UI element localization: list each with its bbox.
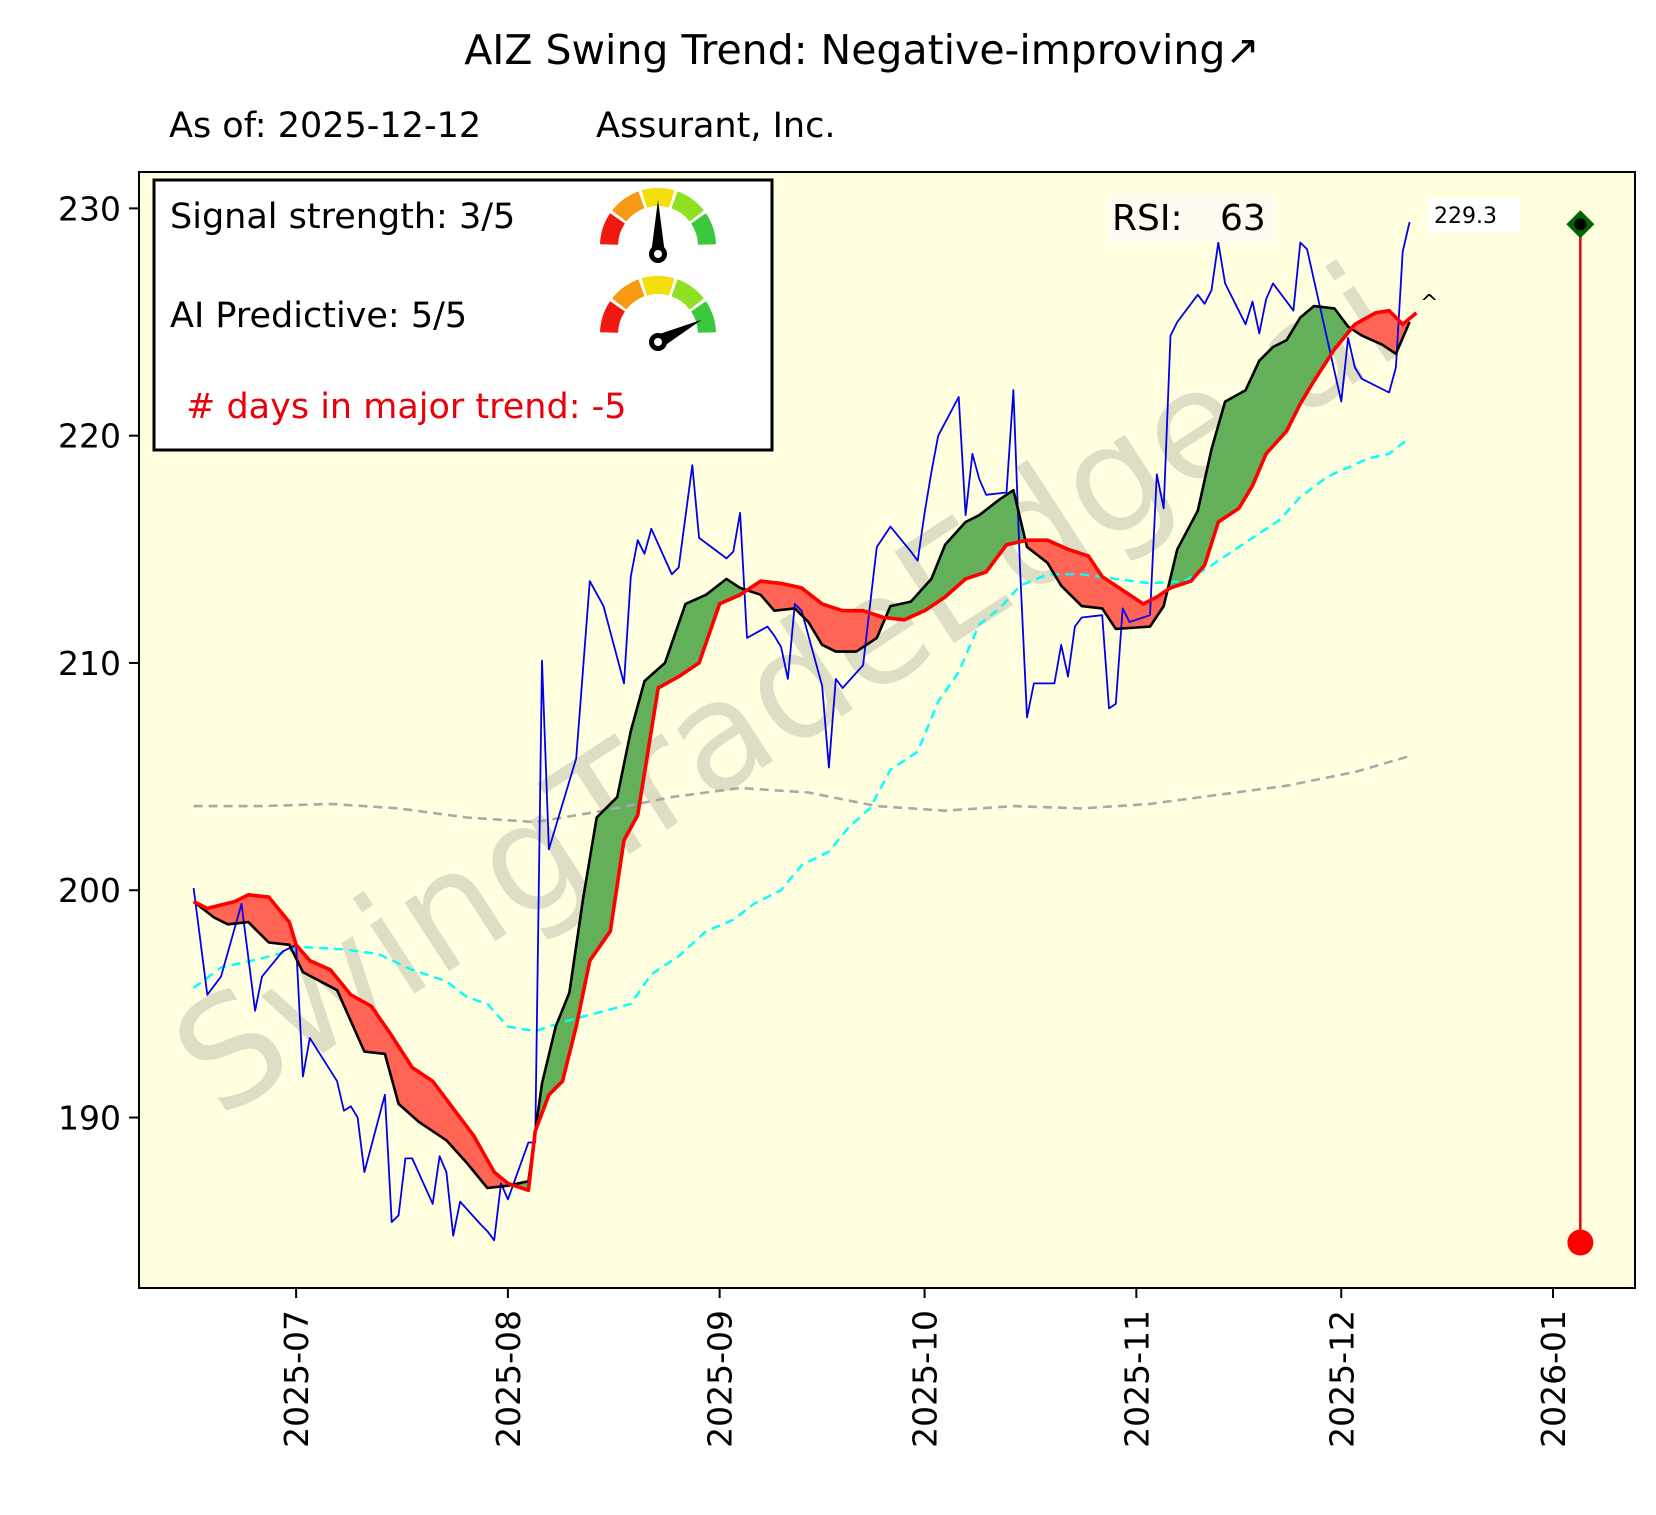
- x-tick-label: 2025-11: [1117, 1310, 1156, 1448]
- bullish-fill: [1168, 306, 1352, 590]
- gauge-segment: [600, 213, 625, 245]
- caret-marker: ^: [1420, 291, 1438, 316]
- company-name: Assurant, Inc.: [596, 106, 835, 146]
- projection-high-dot: [1574, 218, 1587, 231]
- gauge-segment: [600, 301, 625, 333]
- fast-trend-line: [192, 304, 1411, 1190]
- gauge-segment: [671, 191, 704, 222]
- ai-predictive-label: AI Predictive: 5/5: [170, 296, 467, 336]
- chart-title: AIZ Swing Trend: Negative-improving↗: [464, 26, 1260, 74]
- x-tick-label: 2025-12: [1322, 1310, 1361, 1448]
- y-axis: 190 200 210 220 230: [58, 189, 139, 1138]
- bearish-fill: [1351, 310, 1410, 354]
- ai-predictive-gauge-icon: [600, 275, 716, 351]
- gauge-needle: [651, 200, 665, 254]
- projection-low-marker: [1567, 1229, 1594, 1256]
- gauge-segment: [691, 213, 716, 245]
- slow-trend-line: [192, 308, 1418, 1193]
- y-tick-label: 200: [58, 871, 121, 910]
- x-axis: 2025-07 2025-08 2025-09 2025-10 2025-11 2025-…: [277, 1288, 1573, 1448]
- rsi-value: 63: [1220, 198, 1266, 239]
- days-in-trend-label: # days in major trend: -5: [186, 387, 627, 427]
- gauge-hub-center: [654, 250, 662, 258]
- rsi-badge-bg: [1108, 194, 1276, 242]
- rsi-label: RSI:: [1112, 198, 1183, 239]
- trend-fills: [193, 306, 1410, 1191]
- y-tick-label: 190: [58, 1099, 121, 1138]
- gauge-segment: [612, 191, 645, 222]
- projection-range: [1566, 210, 1595, 1256]
- info-box: Signal strength: 3/5 AI Predictive: 5/5 …: [152, 178, 774, 452]
- x-tick-label: 2025-08: [489, 1310, 528, 1448]
- series-lines: [192, 221, 1418, 1242]
- y-tick-label: 220: [58, 417, 121, 456]
- signal-strength-gauge-icon: [600, 187, 716, 263]
- plot-frame: [138, 171, 1636, 1289]
- gauge-segment: [671, 279, 704, 310]
- signal-strength-label: Signal strength: 3/5: [170, 197, 515, 237]
- bearish-fill: [1027, 540, 1169, 629]
- gauge-segment: [691, 301, 716, 333]
- last-price-label: 229.3: [1434, 204, 1497, 229]
- y-tick-label: 210: [58, 644, 121, 683]
- x-tick-label: 2025-10: [906, 1310, 945, 1448]
- last-price-bg: [1428, 198, 1520, 232]
- x-tick-label: 2025-09: [701, 1310, 740, 1448]
- gauge-segment: [641, 187, 675, 208]
- x-tick-label: 2025-07: [277, 1310, 316, 1448]
- x-tick-label: 2026-01: [1534, 1310, 1573, 1448]
- mid-ma-line: [192, 436, 1411, 1033]
- gauge-segment: [612, 279, 645, 310]
- price-line: [192, 221, 1411, 1242]
- gauge-segment: [641, 275, 675, 296]
- y-tick-label: 230: [58, 189, 121, 228]
- bullish-fill: [887, 490, 1028, 620]
- bearish-fill: [195, 894, 513, 1188]
- bearish-fill: [748, 581, 887, 652]
- long-ma-line: [193, 754, 1410, 824]
- info-box-frame: [152, 178, 774, 452]
- as-of-date: As of: 2025-12-12: [169, 106, 481, 146]
- gauge-hub-center: [654, 338, 662, 346]
- gauge-needle: [655, 319, 702, 349]
